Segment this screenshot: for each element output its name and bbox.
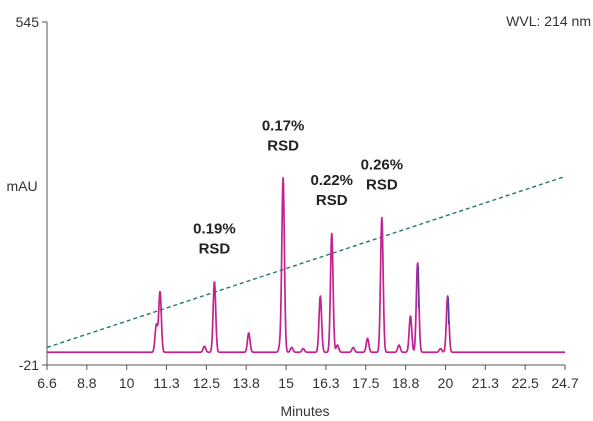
- wavelength-label: WVL: 214 nm: [506, 13, 591, 29]
- rsd-value-2: 0.17%: [262, 117, 305, 134]
- x-tick-label: 11.3: [153, 375, 179, 391]
- rsd-label-3: RSD: [316, 192, 348, 209]
- rsd-label-4: RSD: [366, 177, 398, 194]
- chromatogram-trace: [46, 176, 566, 354]
- x-tick-label: 22.5: [512, 375, 539, 391]
- x-tick-label: 21.3: [472, 375, 499, 391]
- rsd-value-1: 0.19%: [193, 220, 236, 237]
- rsd-value-3: 0.22%: [310, 172, 353, 189]
- x-tick-label: 13.8: [233, 375, 260, 391]
- x-tick-label: 20: [438, 375, 454, 391]
- y-axis-ticks: 545 -21: [16, 14, 47, 373]
- y-tick-label: -21: [19, 357, 39, 373]
- x-tick-label: 6.6: [37, 375, 57, 391]
- y-axis-label: mAU: [6, 178, 37, 194]
- annotation-layer: 0.19% RSD 0.17% RSD 0.22% RSD 0.26% RSD: [193, 117, 403, 257]
- rsd-value-4: 0.26%: [361, 157, 404, 174]
- axes: [46, 22, 565, 366]
- y-tick-label: 545: [16, 14, 40, 30]
- x-tick-label: 24.7: [551, 375, 578, 391]
- x-tick-label: 16.3: [312, 375, 339, 391]
- rsd-label-2: RSD: [267, 137, 299, 154]
- series-layer: [46, 175, 566, 354]
- x-tick-label: 10: [119, 375, 135, 391]
- x-tick-label: 15: [278, 375, 294, 391]
- rsd-label-1: RSD: [199, 240, 231, 257]
- x-axis-label: Minutes: [280, 403, 329, 419]
- x-tick-label: 18.8: [392, 375, 419, 391]
- x-tick-label: 8.8: [77, 375, 97, 391]
- x-axis-ticks: 6.6 8.8 10 11.3 12.5 13.8 15 16.3 17.5 18.8 20 21.3…: [37, 365, 579, 391]
- gradient-line: [46, 175, 566, 349]
- x-tick-label: 17.5: [352, 375, 379, 391]
- x-tick-label: 12.5: [193, 375, 220, 391]
